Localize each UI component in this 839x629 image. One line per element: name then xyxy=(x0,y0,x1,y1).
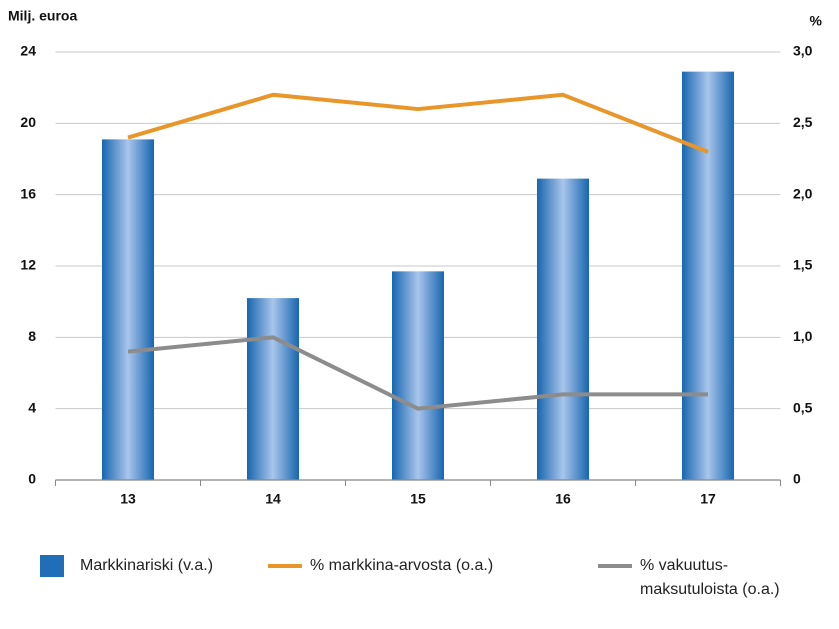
x-tick-label: 15 xyxy=(410,491,426,507)
y2-tick-label: 1,5 xyxy=(793,257,813,273)
bar xyxy=(682,71,734,480)
x-tick-label: 16 xyxy=(555,491,571,507)
legend-label: % markkina-arvosta (o.a.) xyxy=(310,557,493,574)
y-tick-label: 24 xyxy=(20,43,36,59)
y-tick-label: 20 xyxy=(20,114,36,130)
legend-label: Markkinariski (v.a.) xyxy=(80,557,213,574)
line xyxy=(127,92,709,154)
y2-tick-label: 2,0 xyxy=(793,185,813,201)
y-axis-label: Milj. euroa xyxy=(8,8,77,24)
bar xyxy=(392,271,444,480)
y-tick-label: 4 xyxy=(28,399,36,415)
legend-swatch xyxy=(40,555,64,577)
legend-label: % vakuutus-maksutuloista (o.a.) xyxy=(640,557,780,598)
x-tick-label: 17 xyxy=(700,491,716,507)
y-tick-label: 0 xyxy=(28,471,36,487)
x-tick-label: 13 xyxy=(120,491,136,507)
bar xyxy=(247,298,299,480)
x-tick-label: 14 xyxy=(265,491,281,507)
y2-tick-label: 1,0 xyxy=(793,328,813,344)
y2-axis-label: % xyxy=(810,13,823,29)
y2-tick-label: 3,0 xyxy=(793,43,813,59)
y2-tick-label: 0 xyxy=(793,471,801,487)
line xyxy=(127,335,708,411)
y2-tick-label: 2,5 xyxy=(793,114,813,130)
bar xyxy=(537,178,589,480)
bar xyxy=(102,139,154,480)
y-tick-label: 12 xyxy=(20,257,36,273)
y-tick-label: 8 xyxy=(28,328,36,344)
y2-tick-label: 0,5 xyxy=(793,399,813,415)
y-tick-label: 16 xyxy=(20,185,36,201)
